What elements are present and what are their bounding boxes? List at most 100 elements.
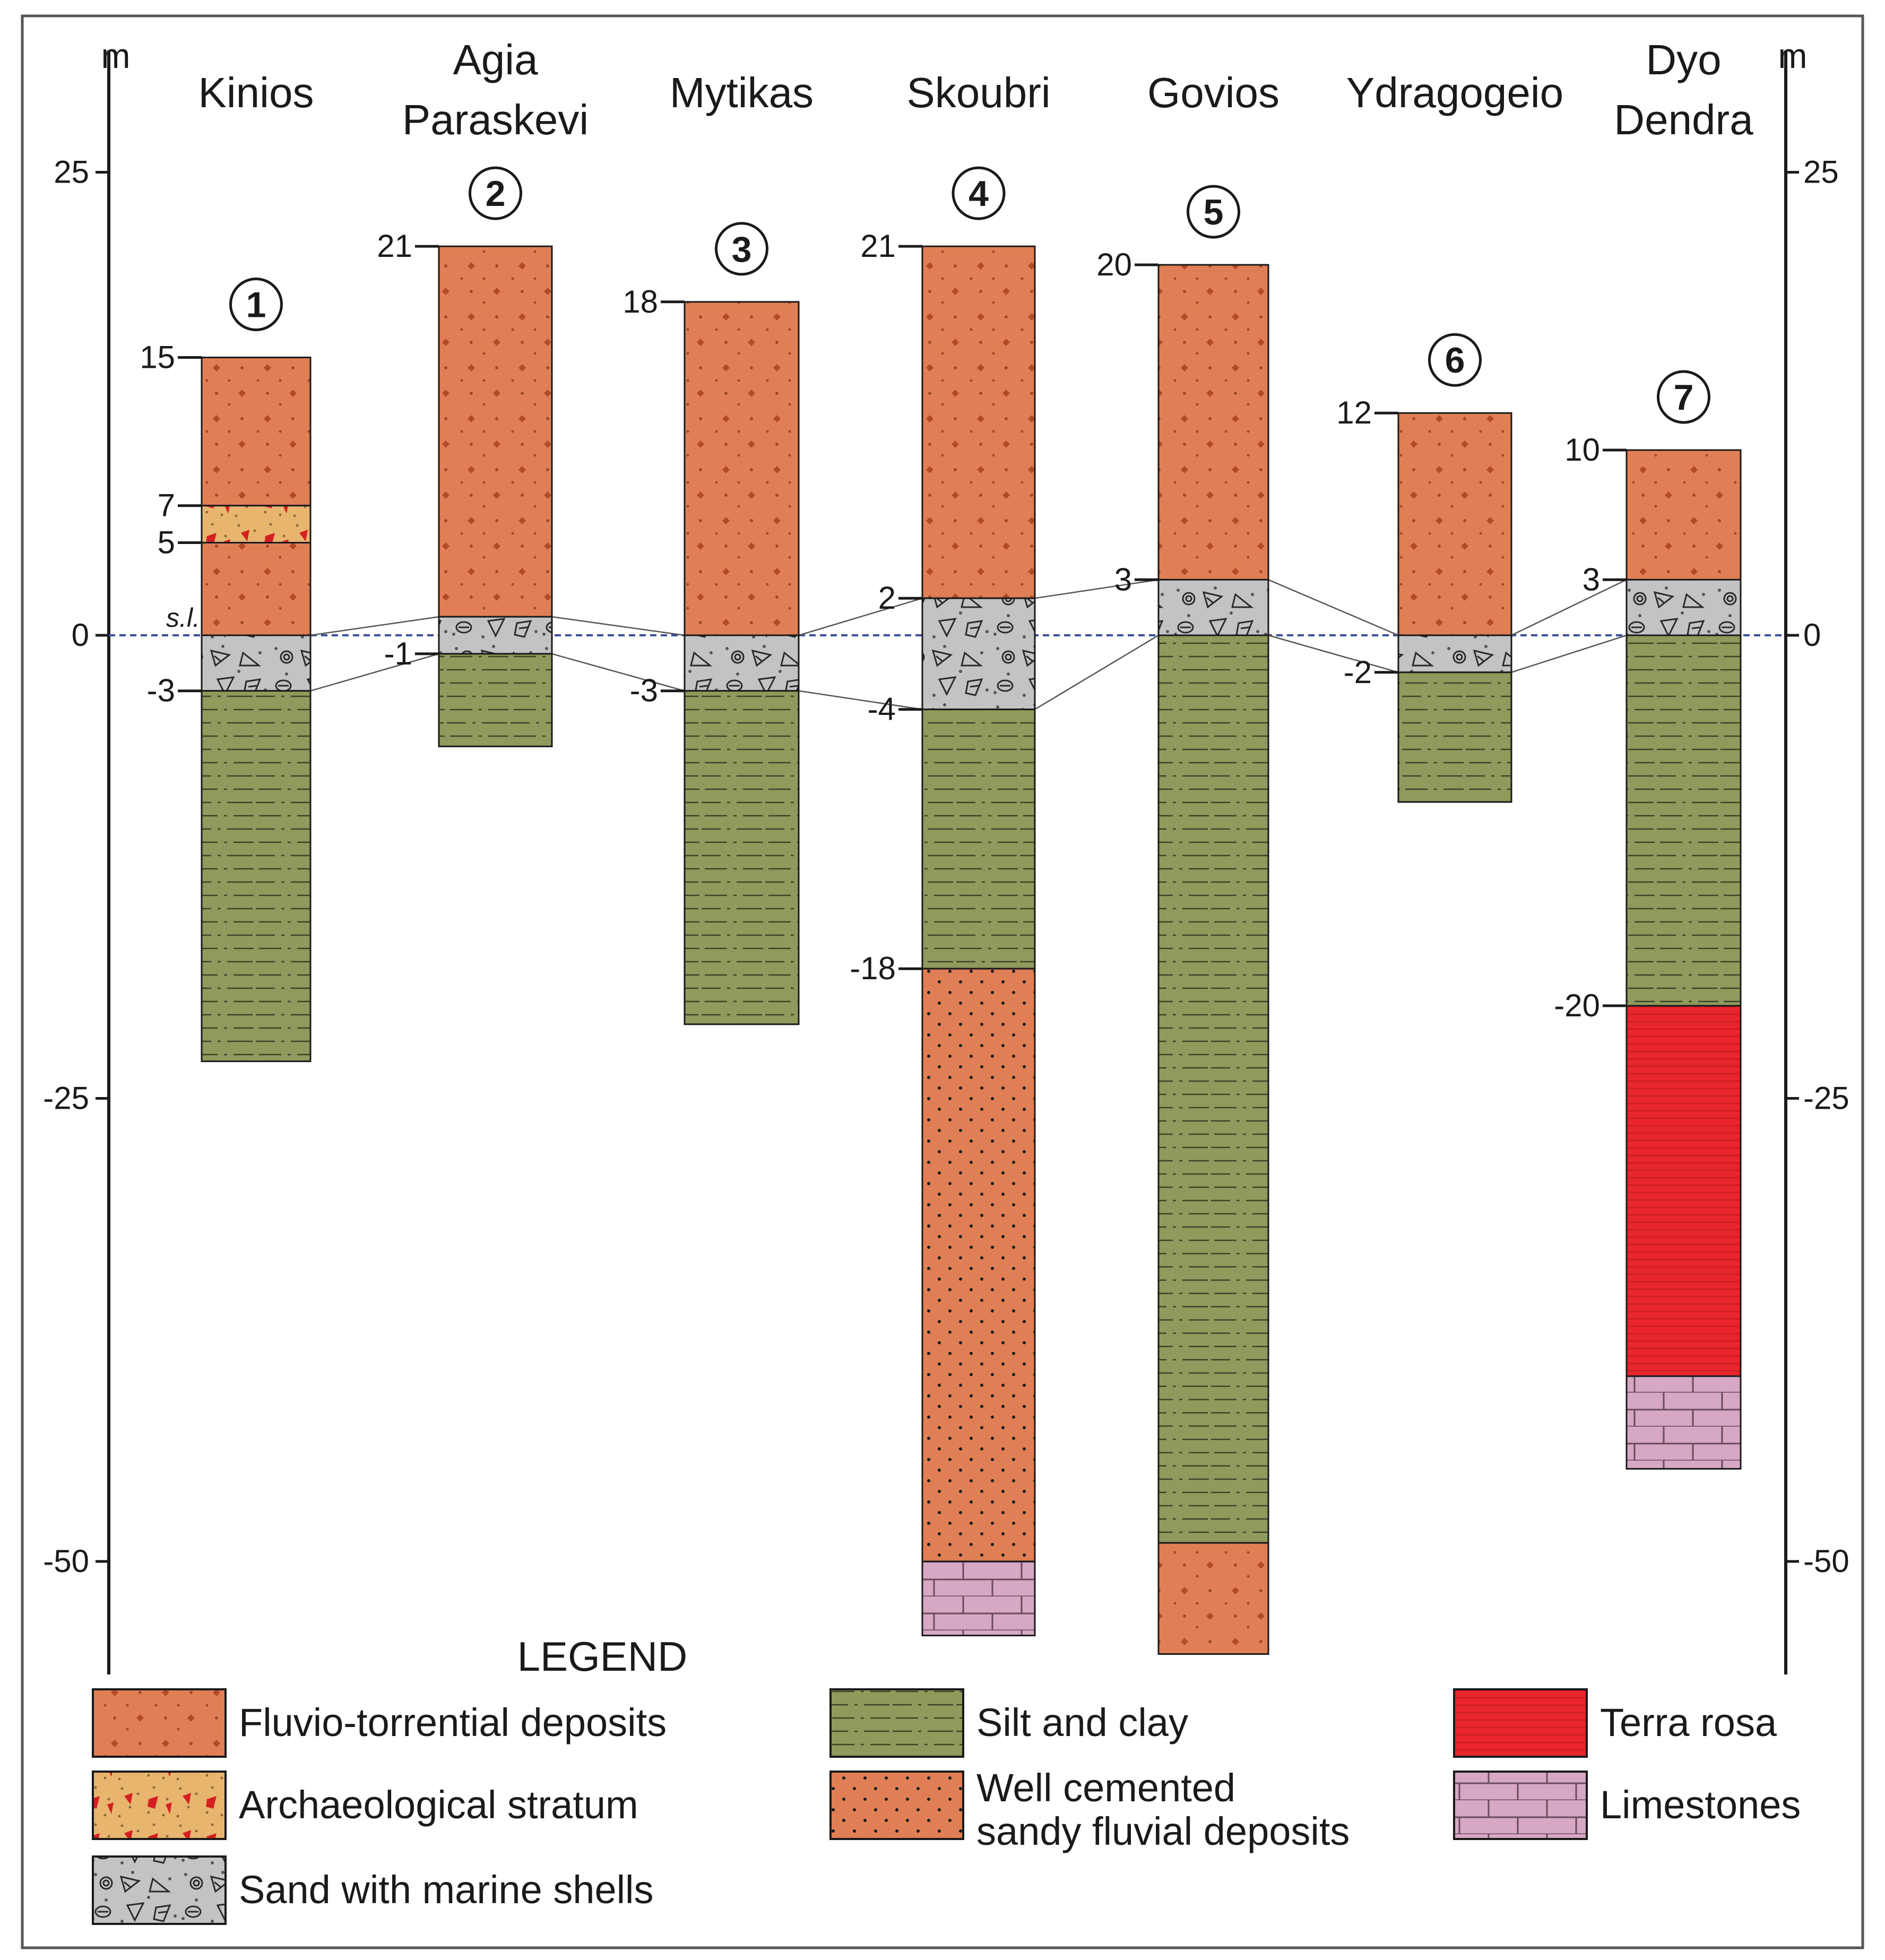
column-number: 1 (246, 285, 266, 325)
layer-sand-shells (1397, 634, 1512, 674)
depth-label: 3 (1114, 562, 1132, 597)
depth-label: -3 (147, 673, 175, 709)
legend-label: Limestones (1600, 1783, 1801, 1827)
stratigraphic-columns: Kinios11575-3AgiaParaskevi221-1Mytikas31… (140, 36, 1753, 1655)
correlation-line (1511, 634, 1627, 673)
column-number-circle (1428, 333, 1482, 387)
correlation-line (1268, 579, 1399, 636)
column-5: Govios 5 20 3 (1096, 69, 1279, 1655)
layer-terra-rosa (1625, 1005, 1742, 1377)
right-tick-label: 25 (1803, 154, 1839, 190)
legend-swatch (829, 1771, 964, 1840)
layer-cemented (921, 968, 1036, 1562)
left-tick-label: -50 (43, 1543, 89, 1579)
legend-swatch (92, 1688, 227, 1758)
left-tick-label: -25 (43, 1081, 89, 1116)
correlation-line (551, 653, 685, 692)
depth-label: -20 (1554, 988, 1600, 1023)
legend-swatch (92, 1855, 227, 1925)
layer-sand-shells (684, 634, 800, 692)
layer-archaeo (201, 505, 312, 544)
column-number-circle (715, 222, 768, 276)
legend-label: Silt and clay (976, 1700, 1188, 1745)
correlation-line (551, 616, 685, 636)
column-name: Ydragogeio (1346, 69, 1563, 116)
depth-label: -2 (1344, 654, 1372, 690)
depth-label: -4 (868, 692, 896, 727)
layer-sand-shells (921, 597, 1036, 711)
depth-label: 15 (140, 340, 175, 375)
depth-label: 3 (1583, 562, 1600, 597)
legend: Fluvio-torrential deposits Archaeological… (92, 1688, 1801, 1925)
legend-item-fluvio: Fluvio-torrential deposits (92, 1688, 667, 1758)
right-axis-unit: m (1778, 36, 1808, 75)
legend-swatch (829, 1688, 964, 1758)
correlation-line (310, 616, 439, 636)
depth-label: 7 (158, 488, 175, 523)
depth-label: 21 (377, 228, 412, 264)
column-name: Agia (453, 36, 538, 83)
correlation-line (798, 690, 923, 710)
layer-silt (684, 690, 800, 1025)
correlation-line (1268, 634, 1399, 674)
column-number: 7 (1674, 377, 1694, 418)
column-1: Kinios 1 15 75 -3 (140, 69, 314, 1063)
column-number: 3 (732, 229, 752, 270)
left-axis-unit: m (101, 36, 131, 75)
right-tick-label: -25 (1803, 1081, 1849, 1116)
layer-fluvio (1157, 1542, 1269, 1655)
legend-item-silt: Silt and clay (829, 1688, 1188, 1758)
column-name: Dendra (1614, 96, 1753, 143)
depth-label: -18 (850, 951, 896, 986)
column-number: 5 (1204, 192, 1224, 232)
correlation-line (798, 598, 923, 636)
layer-fluvio (921, 245, 1036, 599)
layer-silt (438, 653, 553, 747)
depth-label: 2 (878, 580, 896, 616)
right-axis-ticks: 25 0 -25 -50 (1786, 154, 1849, 1579)
layer-fluvio (201, 542, 312, 636)
layer-fluvio (1397, 412, 1512, 636)
depth-label: -1 (384, 636, 412, 671)
layer-sand-shells (201, 634, 312, 692)
column-number-circle (1657, 370, 1710, 424)
legend-swatch (1453, 1688, 1588, 1758)
column-number-circle (952, 166, 1006, 220)
layer-fluvio (1157, 264, 1269, 581)
layer-limestone (1625, 1375, 1742, 1470)
layer-silt (1157, 634, 1269, 1544)
correlation-line (310, 653, 439, 692)
column-3: Mytikas 3 18 -3 (622, 69, 814, 1025)
layer-silt (1397, 671, 1512, 803)
right-tick-label: 0 (1803, 617, 1821, 653)
depth-label: 5 (158, 525, 175, 560)
legend-label: Fluvio-torrential deposits (239, 1700, 667, 1745)
left-tick-label: 0 (72, 617, 89, 653)
column-number-circle (229, 278, 283, 331)
layer-fluvio (201, 357, 312, 507)
sea-level-label: s.l. (166, 603, 200, 633)
correlation-line (1034, 579, 1159, 599)
column-7: Dyo Dendra 7 10 3 -20 (1554, 36, 1753, 1470)
legend-item-sand-shells: Sand with marine shells (92, 1855, 653, 1925)
legend-title: LEGEND (517, 1633, 688, 1680)
column-name: Govios (1147, 69, 1279, 116)
depth-label: 12 (1336, 395, 1372, 430)
legend-label: Terra rosa (1600, 1700, 1777, 1745)
layer-sand-shells (1625, 578, 1742, 636)
legend-item-terra-rosa: Terra rosa (1453, 1688, 1777, 1758)
left-tick-label: 25 (54, 154, 89, 190)
column-name: Paraskevi (402, 96, 589, 143)
depth-label: 18 (622, 284, 658, 320)
legend-label: Well cemented (976, 1766, 1235, 1810)
correlation-line (1034, 634, 1159, 710)
column-number-circle (469, 166, 522, 220)
legend-label: Archaeological stratum (239, 1783, 638, 1827)
layer-silt (1625, 634, 1742, 1007)
depth-label: -3 (630, 673, 658, 709)
column-number: 2 (486, 174, 506, 214)
column-number: 6 (1445, 340, 1465, 381)
legend-swatch (1453, 1771, 1588, 1840)
